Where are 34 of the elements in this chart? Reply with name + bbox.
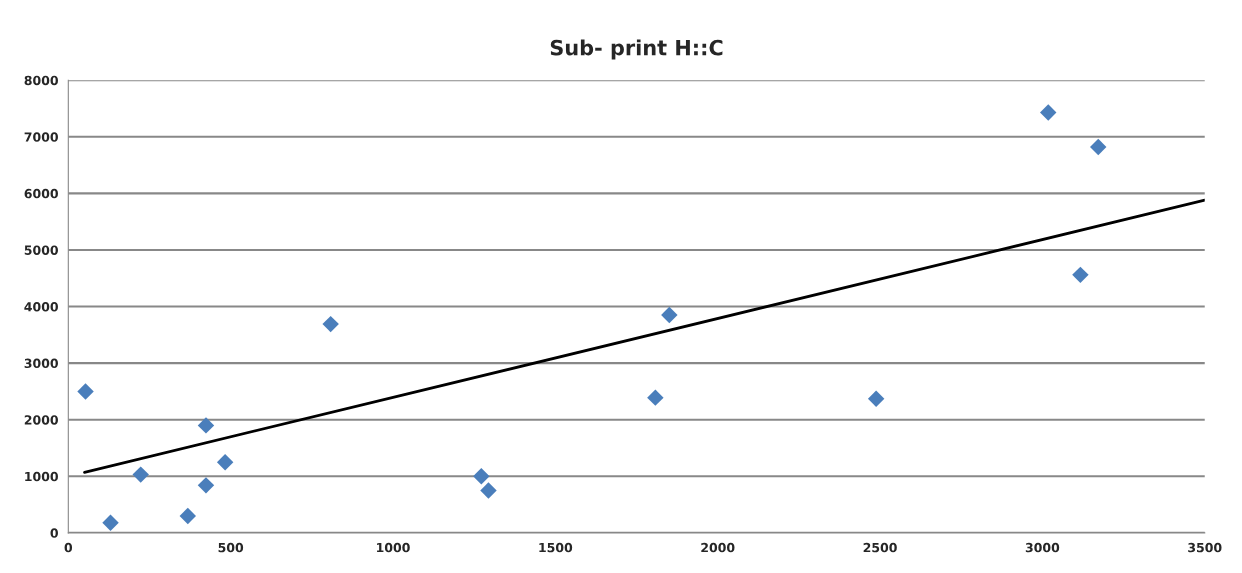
y-tick-label: 4000: [24, 302, 58, 312]
point: [1090, 138, 1107, 156]
point: [867, 390, 885, 407]
point: [179, 507, 197, 525]
point: [1040, 104, 1057, 121]
y-tick-label: 5000: [24, 245, 58, 255]
y-tick-label: 8000: [24, 75, 58, 86]
y-tick-label: 3000: [24, 358, 58, 369]
x-tick-label: 2000: [701, 542, 735, 553]
point: [480, 482, 497, 499]
point: [77, 383, 94, 400]
point: [661, 306, 678, 324]
x-tick-label: 500: [218, 542, 244, 553]
point: [102, 514, 119, 531]
point: [1072, 266, 1089, 284]
point: [473, 468, 490, 485]
point: [647, 389, 664, 406]
point: [197, 477, 215, 494]
y-tick-label: 2000: [24, 415, 58, 425]
x-tick-label: 1000: [377, 542, 410, 553]
point: [132, 466, 149, 483]
y-tick-label: 1000: [25, 471, 58, 482]
y-tick-label: 0: [50, 528, 58, 538]
x-tick-label: 1500: [539, 542, 573, 553]
y-tick-label: 6000: [24, 188, 58, 199]
x-tick-label: 0: [64, 542, 73, 553]
point: [322, 315, 339, 333]
x-tick-label: 3500: [1188, 542, 1222, 553]
y-tick-label: 7000: [24, 132, 58, 142]
point: [216, 453, 234, 471]
point: [197, 417, 215, 434]
x-tick-label: 2500: [863, 542, 897, 553]
chart-title: Sub- print H::C: [550, 39, 723, 60]
x-tick-label: 3000: [1025, 542, 1060, 553]
